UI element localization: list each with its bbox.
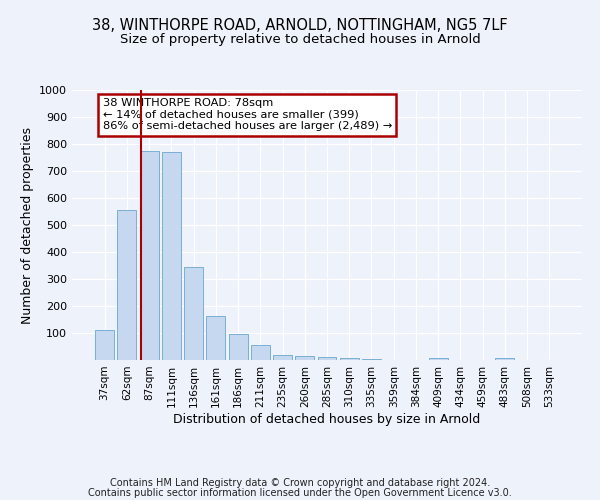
Bar <box>273 354 292 360</box>
X-axis label: Distribution of detached houses by size in Arnold: Distribution of detached houses by size … <box>173 412 481 426</box>
Text: Contains HM Land Registry data © Crown copyright and database right 2024.: Contains HM Land Registry data © Crown c… <box>110 478 490 488</box>
Text: 38 WINTHORPE ROAD: 78sqm
← 14% of detached houses are smaller (399)
86% of semi-: 38 WINTHORPE ROAD: 78sqm ← 14% of detach… <box>103 98 392 132</box>
Bar <box>206 316 225 360</box>
Y-axis label: Number of detached properties: Number of detached properties <box>20 126 34 324</box>
Bar <box>184 267 203 360</box>
Bar <box>317 358 337 360</box>
Bar <box>229 334 248 360</box>
Bar <box>340 358 359 360</box>
Bar <box>429 358 448 360</box>
Bar <box>140 151 158 360</box>
Bar <box>496 358 514 360</box>
Bar <box>295 356 314 360</box>
Bar <box>118 210 136 360</box>
Text: Contains public sector information licensed under the Open Government Licence v3: Contains public sector information licen… <box>88 488 512 498</box>
Text: Size of property relative to detached houses in Arnold: Size of property relative to detached ho… <box>119 32 481 46</box>
Bar <box>162 152 181 360</box>
Text: 38, WINTHORPE ROAD, ARNOLD, NOTTINGHAM, NG5 7LF: 38, WINTHORPE ROAD, ARNOLD, NOTTINGHAM, … <box>92 18 508 32</box>
Bar <box>95 330 114 360</box>
Bar <box>362 358 381 360</box>
Bar <box>251 346 270 360</box>
